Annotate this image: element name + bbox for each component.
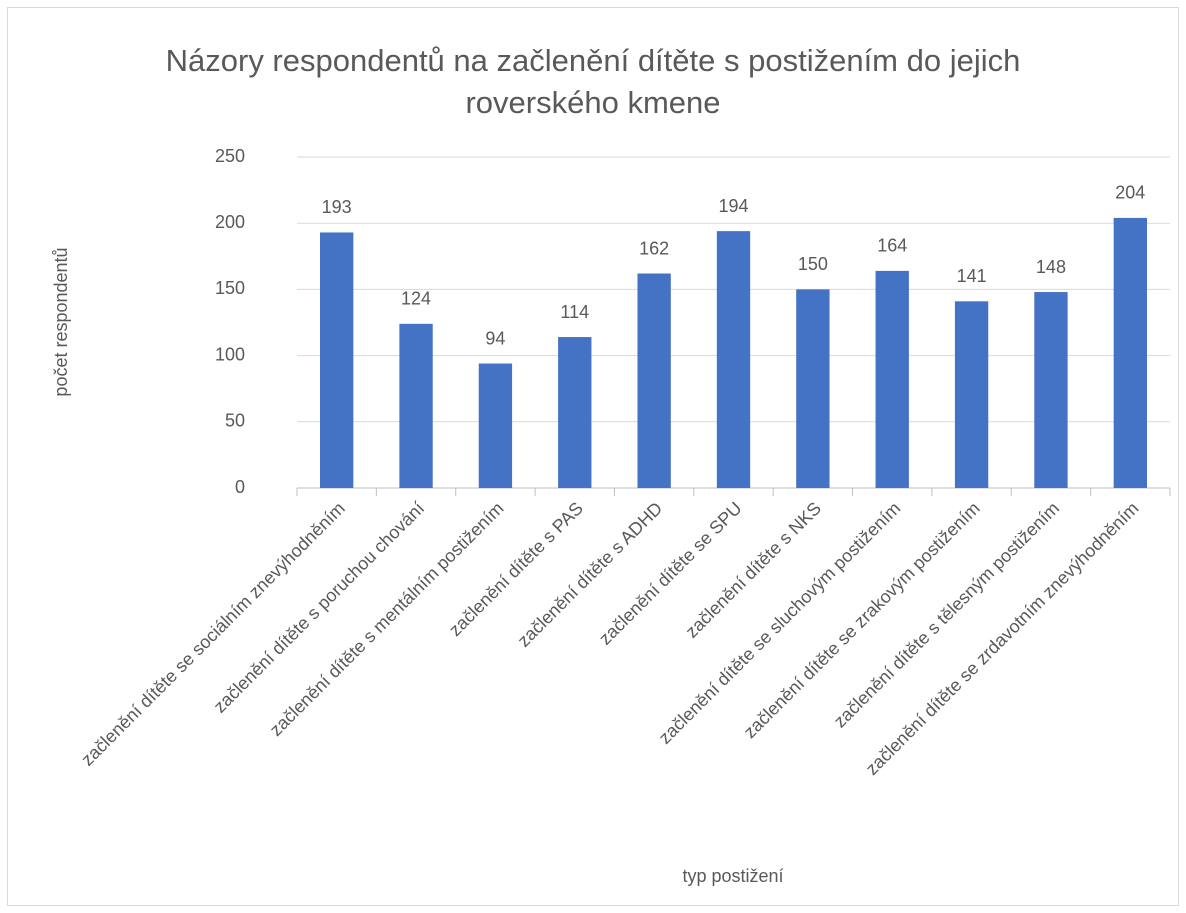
data-label: 150 (798, 254, 828, 274)
chart-border (7, 7, 1179, 906)
y-axis-label: počet respondentů (51, 247, 71, 396)
bar (875, 270, 909, 488)
bar (954, 301, 989, 488)
x-tick-label: začlenění dítěte se sociálním znevýhodně… (77, 498, 349, 770)
data-label: 141 (957, 266, 987, 286)
bar (637, 273, 671, 488)
y-tick-label: 150 (215, 278, 245, 298)
bar (1034, 292, 1068, 488)
data-label: 204 (1115, 183, 1145, 203)
data-label: 194 (718, 196, 748, 216)
y-tick-label: 200 (215, 212, 245, 232)
x-tick-label: začlenění dítěte se SPU (595, 498, 746, 649)
y-tick-label: 100 (215, 344, 245, 364)
bar (320, 232, 354, 488)
bar (478, 363, 513, 488)
x-tick-label: začlenění dítěte s NKS (681, 498, 825, 642)
bar (1113, 217, 1147, 489)
data-label: 148 (1036, 257, 1066, 277)
data-label: 114 (560, 302, 589, 322)
data-label: 162 (639, 238, 669, 258)
y-tick-label: 50 (225, 411, 245, 431)
x-tick-label: začlenění dítěte s PAS (445, 498, 587, 640)
bar (796, 289, 830, 488)
data-label: 193 (322, 197, 352, 217)
bar (399, 323, 433, 488)
y-tick-label: 0 (235, 477, 245, 497)
data-label: 94 (485, 328, 505, 348)
chart-title: Názory respondentů na začlenění dítěte s… (165, 43, 1021, 120)
y-tick-label: 250 (215, 146, 245, 166)
x-tick-label: začlenění dítěte s ADHD (514, 498, 667, 651)
x-axis-label: typ postižení (682, 866, 783, 886)
bar (558, 337, 592, 488)
data-label: 124 (401, 289, 431, 309)
x-tick-label: začlenění dítěte se zrdavotním znevýhodn… (862, 498, 1143, 779)
bar (716, 231, 751, 489)
data-label: 164 (877, 236, 907, 256)
